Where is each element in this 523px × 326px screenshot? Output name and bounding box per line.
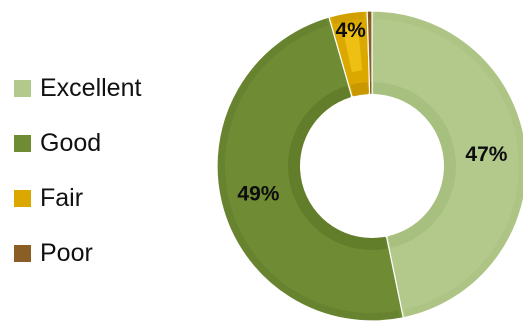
data-label-good: 49% <box>237 183 279 206</box>
slices-group <box>216 10 523 322</box>
legend-swatch-good <box>14 135 31 152</box>
slice-inner-band-excellent <box>373 82 457 248</box>
legend-item-good: Good <box>14 125 184 180</box>
slice-poor <box>366 10 373 95</box>
legend-label-fair: Fair <box>40 184 84 212</box>
data-labels-group: 47% 49% 4% <box>237 19 507 205</box>
legend-swatch-excellent <box>14 80 31 97</box>
legend-item-excellent: Excellent <box>14 70 184 125</box>
slice-highlight-fair <box>342 25 363 73</box>
slice-inner-band-fair <box>350 82 369 97</box>
legend-label-good: Good <box>40 129 102 157</box>
data-label-fair: 4% <box>335 19 366 42</box>
legend-swatch-fair <box>14 190 31 207</box>
legend-label-poor: Poor <box>40 239 93 267</box>
legend-item-fair: Fair <box>14 180 184 235</box>
chart-legend: Excellent Good Fair Poor <box>14 70 184 290</box>
slice-inner-band-good <box>287 85 388 251</box>
slice-outer-band-poor <box>368 12 371 20</box>
legend-swatch-poor <box>14 245 31 262</box>
slice-inner-band-poor <box>370 82 372 95</box>
legend-label-excellent: Excellent <box>40 74 142 102</box>
slice-outer-band-fair <box>332 12 365 24</box>
legend-item-poor: Poor <box>14 235 184 290</box>
data-label-excellent: 47% <box>465 143 507 166</box>
